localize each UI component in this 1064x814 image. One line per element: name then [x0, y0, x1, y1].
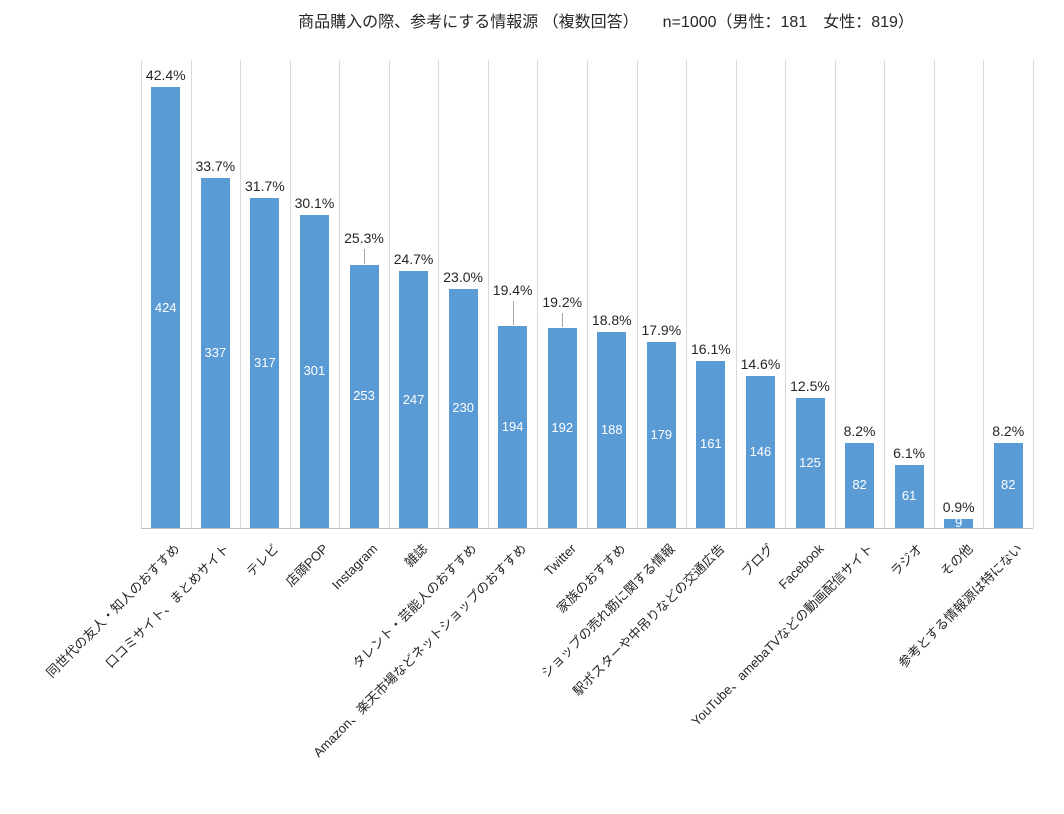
bar-count-label: 82 [852, 477, 867, 493]
bar-percent-label: 19.4% [492, 282, 533, 299]
bar-percent-label: 25.3% [344, 229, 384, 246]
bar-count-label: 301 [303, 363, 326, 379]
bar-count-label: 179 [650, 426, 673, 442]
gridline [388, 60, 390, 528]
gridline [884, 60, 886, 528]
gridline [983, 60, 985, 528]
gridline [785, 60, 787, 528]
bar [696, 360, 726, 528]
bar-percent-label: 33.7% [195, 157, 236, 174]
bar-percent-label: 24.7% [393, 251, 434, 268]
category-label: テレビ [243, 541, 282, 580]
bar-count-label: 146 [749, 444, 772, 460]
gridline [190, 60, 192, 528]
gridline [587, 60, 588, 528]
bar [299, 214, 329, 528]
gridline [487, 60, 489, 528]
gridline [933, 60, 935, 528]
bar-count-label: 192 [551, 420, 574, 436]
bar-percent-label: 18.8% [591, 312, 632, 329]
gridline [537, 60, 539, 528]
axis-baseline [141, 528, 1033, 529]
leader-line [364, 248, 365, 264]
bar-count-label: 194 [501, 419, 524, 435]
bar-percent-label: 17.9% [641, 321, 682, 338]
bar [745, 376, 775, 528]
bar [151, 87, 181, 528]
bar [944, 518, 974, 528]
bar-percent-label: 14.6% [740, 356, 781, 373]
chart-title: 商品購入の際、参考にする情報源 （複数回答） n=1000（男性：181 女性：… [298, 14, 914, 31]
bar-count-label: 125 [799, 455, 821, 470]
bar-percent-label: 42.4% [145, 67, 186, 84]
bar [448, 288, 478, 528]
category-label: 店頭POP [282, 541, 332, 590]
bar-count-label: 253 [353, 388, 375, 404]
bar-percent-label: 8.2% [843, 422, 876, 439]
bar [250, 198, 280, 528]
bar [200, 177, 230, 528]
bar [498, 326, 528, 528]
bar-percent-label: 6.1% [893, 444, 926, 461]
bar-count-label: 188 [600, 422, 623, 438]
gridline [339, 60, 341, 528]
bar-percent-label: 12.5% [790, 378, 830, 394]
gridline [834, 60, 836, 528]
bar-percent-label: 8.2% [992, 422, 1025, 439]
bar-count-label: 61 [901, 488, 917, 504]
category-label: ブログ [738, 541, 778, 580]
category-label: Instagram [329, 541, 381, 593]
gridline [636, 60, 638, 528]
bar [547, 328, 577, 528]
gridline [735, 60, 737, 528]
bar-count-label: 161 [700, 436, 722, 452]
gridline [240, 60, 242, 528]
bar-count-label: 247 [402, 391, 425, 407]
category-label: 雑誌 [401, 541, 431, 571]
category-label: ラジオ [887, 541, 926, 580]
bar-count-label: 82 [1000, 477, 1016, 493]
bar-count-label: 424 [154, 299, 177, 315]
bar-percent-label: 31.7% [245, 178, 285, 195]
bar [349, 264, 379, 528]
leader-line [562, 313, 564, 328]
bar-percent-label: 0.9% [942, 498, 975, 515]
bar [993, 442, 1023, 528]
bar-count-label: 337 [204, 344, 227, 360]
category-label: Twitter [541, 541, 579, 579]
bar [399, 271, 429, 528]
bar-count-label: 9 [955, 515, 963, 531]
bar [597, 332, 627, 528]
bar [646, 341, 676, 528]
bar [894, 464, 924, 528]
bar [795, 398, 825, 528]
bar-percent-label: 30.1% [294, 194, 335, 211]
leader-line [512, 301, 514, 326]
gridline [686, 60, 688, 528]
gridline [438, 60, 440, 528]
bar-percent-label: 23.0% [443, 268, 483, 285]
bar [845, 442, 875, 528]
gridline [289, 60, 291, 528]
bar-percent-label: 19.2% [542, 294, 583, 311]
bar-count-label: 317 [254, 355, 276, 371]
category-label: Facebook [775, 541, 827, 592]
gridline [1033, 60, 1034, 528]
gridline [141, 60, 142, 528]
bar-count-label: 230 [452, 400, 474, 416]
category-label: YouTube、amebaTVなどの動画配信サイト [688, 541, 877, 729]
bar-percent-label: 16.1% [691, 340, 731, 357]
category-label: その他 [937, 541, 976, 580]
